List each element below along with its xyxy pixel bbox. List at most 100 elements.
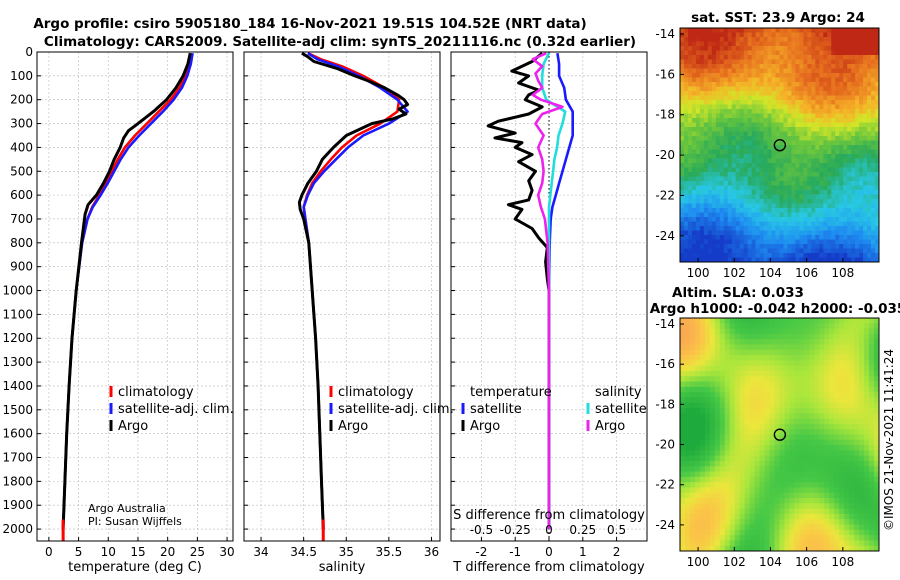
map-cell xyxy=(751,145,757,150)
map-cell xyxy=(789,434,795,441)
map-cell xyxy=(871,55,876,60)
map-cell xyxy=(859,194,864,200)
map-cell xyxy=(867,73,872,78)
map-cell xyxy=(707,244,713,249)
map-cell xyxy=(871,100,876,105)
map-cell xyxy=(759,439,765,446)
map-cell xyxy=(779,167,784,173)
map-cell xyxy=(789,535,795,541)
map-cell xyxy=(734,392,741,398)
map-cell xyxy=(735,100,741,105)
map-cell xyxy=(731,145,737,150)
map-cell xyxy=(819,439,825,446)
map-cell xyxy=(779,445,785,451)
map-cell xyxy=(703,46,709,51)
map-cell xyxy=(807,140,812,146)
map-cell xyxy=(794,545,800,552)
map-cell xyxy=(783,46,788,51)
map-cell xyxy=(683,55,689,60)
map-cell xyxy=(803,221,808,227)
map-cell xyxy=(754,360,761,367)
map-cell xyxy=(863,257,868,263)
map-cell xyxy=(747,136,753,141)
map-cell xyxy=(684,535,691,541)
map-cell xyxy=(694,513,701,520)
map-cell xyxy=(839,194,844,200)
map-cell xyxy=(775,118,780,123)
map-cell xyxy=(771,230,776,236)
map-cell xyxy=(680,429,686,435)
map-cell xyxy=(735,244,741,249)
map-cell xyxy=(749,323,756,329)
map-cell xyxy=(739,503,746,510)
map-cell xyxy=(711,37,717,42)
map-cell xyxy=(799,318,805,324)
map-cell xyxy=(807,73,812,78)
map-cell xyxy=(799,118,804,123)
map-cell xyxy=(799,167,804,173)
map-cell xyxy=(784,318,790,324)
map-cell xyxy=(811,221,816,227)
map-cell xyxy=(751,131,757,137)
map-cell xyxy=(719,185,725,191)
map-cell xyxy=(829,365,835,372)
map-cell xyxy=(775,244,780,249)
map-cell xyxy=(854,318,860,324)
map-cell xyxy=(771,113,776,119)
map-cell xyxy=(867,167,872,173)
map-cell xyxy=(695,199,701,204)
map-cell xyxy=(779,408,785,414)
map-cell xyxy=(694,423,701,430)
map-cell xyxy=(844,476,850,483)
map-cell xyxy=(767,41,772,47)
map-cell xyxy=(735,172,741,177)
map-cell xyxy=(695,212,701,218)
map-cell xyxy=(703,50,709,56)
map-cell xyxy=(739,149,745,155)
map-cell xyxy=(804,323,810,329)
map-cell xyxy=(843,230,848,236)
map-cell xyxy=(715,64,721,69)
map-cell xyxy=(831,46,836,51)
map-cell xyxy=(724,545,731,552)
map-cell xyxy=(704,466,711,472)
map-cell xyxy=(744,318,751,324)
map-cell xyxy=(819,508,825,515)
map-cell xyxy=(811,253,816,258)
map-cell xyxy=(747,140,753,146)
map-cell xyxy=(684,318,691,324)
map-cell xyxy=(807,176,812,182)
map-cell xyxy=(711,32,717,38)
map-cell xyxy=(764,355,770,361)
map-cell xyxy=(775,176,780,182)
map-cell xyxy=(834,429,840,435)
map-cell xyxy=(814,429,820,435)
map-cell xyxy=(709,508,716,515)
map-cell xyxy=(844,365,850,372)
map-cell xyxy=(769,355,775,361)
map-cell xyxy=(811,158,816,164)
map-cell xyxy=(867,136,872,141)
map-cell xyxy=(827,50,832,56)
map-cell xyxy=(835,46,840,51)
map-cell xyxy=(729,318,736,324)
map-cell xyxy=(869,413,875,420)
map-cell xyxy=(803,253,808,258)
map-cell xyxy=(735,194,741,200)
map-cell xyxy=(694,397,701,404)
map-cell xyxy=(771,221,776,227)
map-cell xyxy=(763,77,768,83)
map-cell xyxy=(819,360,825,367)
map-cell xyxy=(795,248,800,254)
map-cell xyxy=(699,230,705,236)
map-cell xyxy=(823,118,828,123)
map-cell xyxy=(769,545,775,552)
map-cell xyxy=(749,460,756,467)
map-cell xyxy=(727,77,733,83)
map-cell xyxy=(859,365,865,372)
map-cell xyxy=(779,50,784,56)
map-cell xyxy=(875,172,880,177)
map-cell xyxy=(811,73,816,78)
map-cell xyxy=(754,445,761,451)
map-cell xyxy=(811,257,816,263)
